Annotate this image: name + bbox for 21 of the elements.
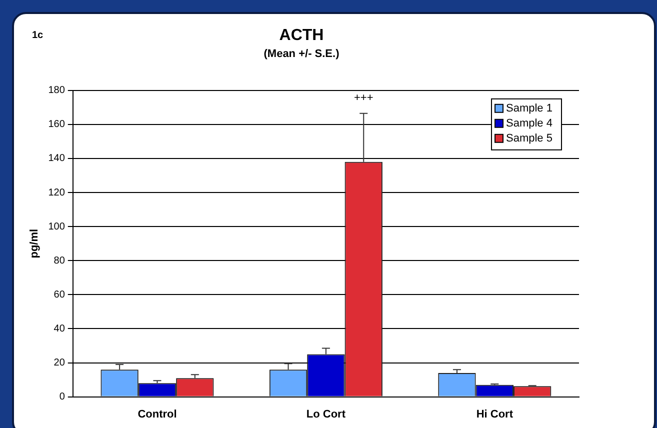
y-axis-title: pg/ml [28, 228, 41, 258]
x-tick-label: Hi Cort [476, 408, 514, 420]
legend-label: Sample 5 [506, 132, 552, 144]
y-tick-label: 140 [48, 153, 66, 164]
x-tick-label: Lo Cort [306, 408, 346, 420]
y-tick-label: 60 [54, 289, 66, 300]
x-tick-label: Control [138, 408, 177, 420]
y-tick-label: 40 [54, 323, 66, 334]
y-tick-label: 100 [48, 221, 66, 232]
y-tick-label: 0 [59, 392, 66, 403]
chart-subtitle: (Mean +/- S.E.) [264, 48, 340, 60]
y-tick-label: 80 [54, 255, 66, 266]
y-tick-label: 180 [48, 85, 66, 96]
y-tick-label: 120 [48, 187, 66, 198]
legend-label: Sample 1 [506, 102, 552, 114]
legend-label: Sample 4 [506, 117, 552, 130]
y-tick-label: 160 [48, 119, 66, 130]
annotation: +++ [354, 92, 374, 104]
chart-title: ACTH [279, 27, 324, 44]
text: 1c [32, 30, 44, 41]
y-tick-label: 20 [54, 358, 66, 369]
